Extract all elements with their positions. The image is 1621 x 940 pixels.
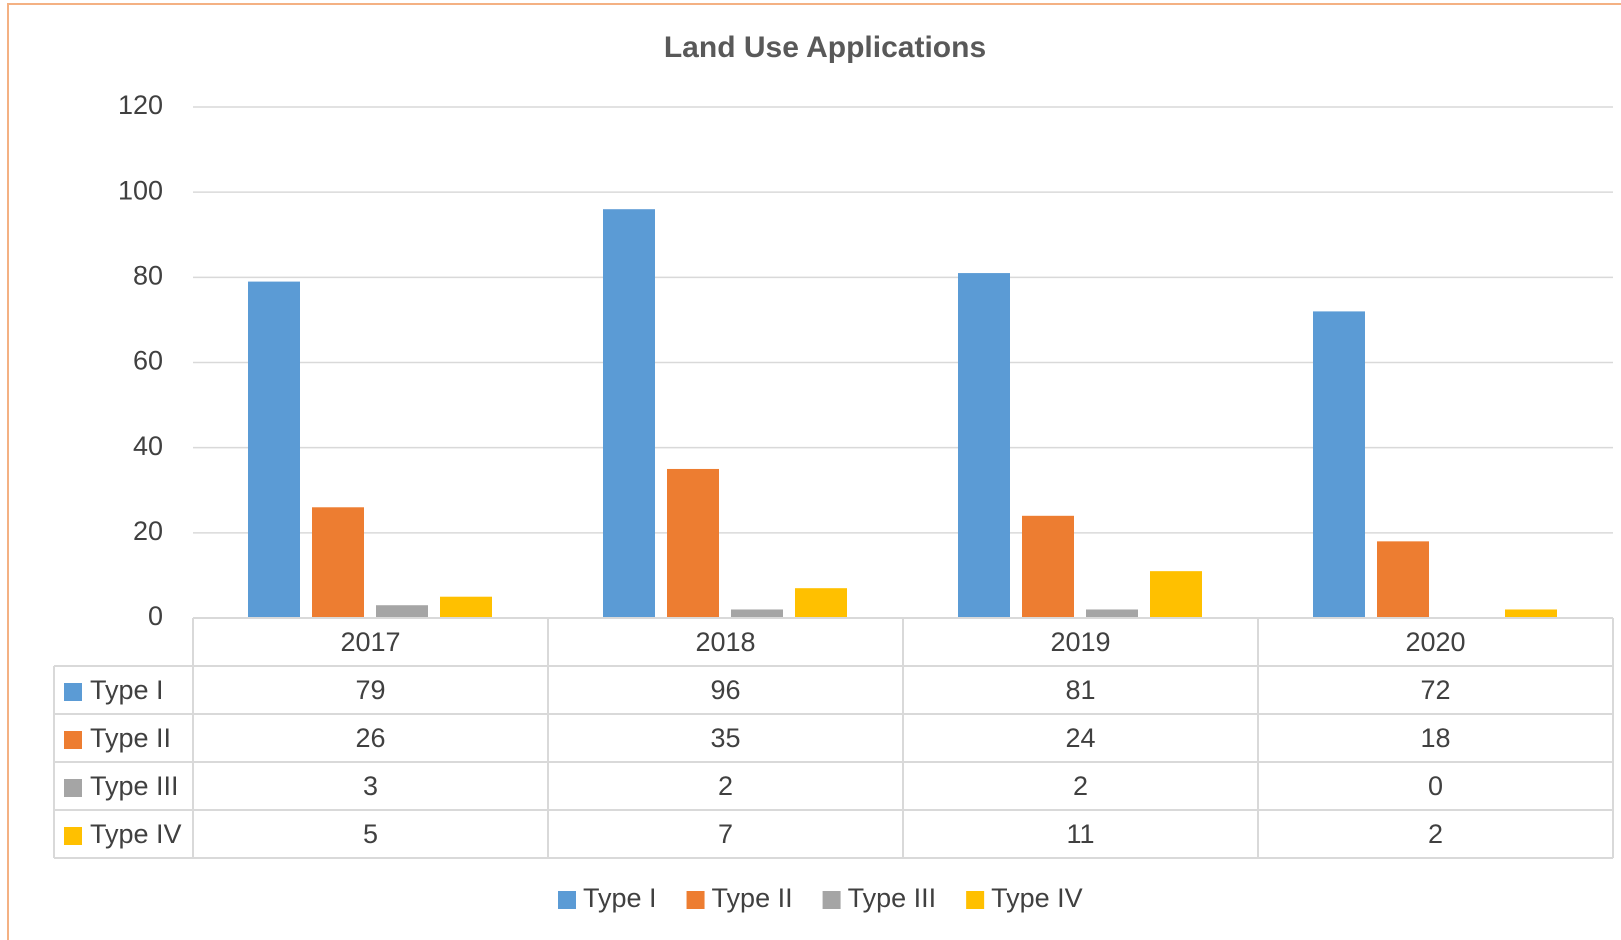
bar [440,596,492,618]
bar [958,273,1010,618]
table-value: 26 [355,723,385,753]
table-row-label: Type I [90,675,164,705]
bar [667,468,719,618]
bar [1150,571,1202,618]
table-value: 2 [1428,819,1443,849]
y-tick-label: 120 [118,90,163,120]
table-value: 72 [1420,675,1450,705]
table-value: 2 [1073,771,1088,801]
y-tick-label: 100 [118,175,163,205]
bar [1313,311,1365,618]
y-tick-label: 20 [133,516,163,546]
legend-key [966,891,985,909]
table-value: 96 [710,675,740,705]
table-row-label: Type II [90,723,171,753]
table-value: 2 [718,771,733,801]
y-tick-label: 40 [133,431,163,461]
table-legend-key [64,827,82,845]
bar [312,507,364,618]
bar [731,609,783,618]
legend-label: Type II [712,883,793,913]
bar [376,605,428,618]
legend-label: Type III [848,883,937,913]
table-legend-key [64,683,82,701]
bar [1086,609,1138,618]
bar [1505,609,1557,618]
y-tick-label: 60 [133,346,163,376]
x-tick-label: 2018 [695,627,755,657]
bar [603,209,655,618]
legend-key [686,891,705,909]
table-row-label: Type IV [90,819,182,849]
table-legend-key [64,731,82,749]
table-value: 18 [1420,723,1450,753]
legend-key [558,891,576,909]
bar [795,588,847,618]
x-tick-label: 2019 [1050,627,1110,657]
legend-label: Type IV [991,883,1083,913]
table-value: 35 [710,723,740,753]
table-value: 81 [1065,675,1095,705]
bar [1377,541,1429,618]
legend-label: Type I [583,883,657,913]
y-tick-label: 80 [133,260,163,290]
x-tick-label: 2017 [340,627,400,657]
table-row-label: Type III [90,771,179,801]
table-value: 24 [1065,723,1095,753]
table-value: 0 [1428,771,1443,801]
y-tick-label: 0 [148,601,163,631]
chart-title: Land Use Applications [664,31,986,64]
bar [1022,515,1074,618]
chart-frame [7,3,1621,940]
table-value: 7 [718,819,733,849]
table-value: 79 [355,675,385,705]
table-value: 11 [1066,819,1094,849]
table-legend-key [64,779,82,797]
table-value: 3 [363,771,378,801]
legend-key [822,891,841,909]
x-tick-label: 2020 [1405,627,1465,657]
table-value: 5 [363,819,378,849]
bar [248,281,300,618]
